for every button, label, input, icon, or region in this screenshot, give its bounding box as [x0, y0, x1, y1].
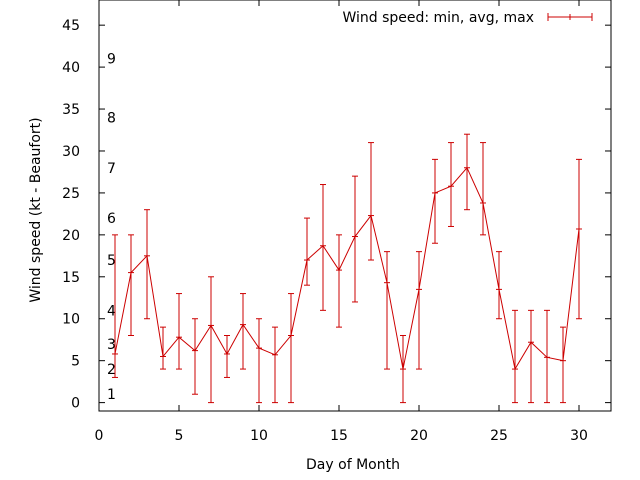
y-axis-title: Wind speed (kt - Beaufort) — [28, 117, 44, 302]
data-point-day-19 — [400, 366, 406, 373]
y-tick-label-0: 0 — [71, 396, 80, 412]
error-bar-day-4 — [160, 326, 166, 370]
data-point-day-1 — [112, 350, 118, 357]
beaufort-labels: 1 2 3 4 5 6 7 8 9 — [107, 52, 116, 404]
x-tick-label-20: 20 — [410, 428, 428, 444]
data-point-day-21 — [432, 189, 438, 196]
error-bar-day-23 — [464, 133, 470, 211]
beaufort-label-1: 1 — [107, 387, 116, 403]
error-bar-day-24 — [480, 142, 486, 236]
error-bar-day-30 — [576, 158, 582, 320]
error-bar-day-17 — [368, 142, 374, 261]
beaufort-label-9: 9 — [107, 52, 116, 68]
error-bar-day-9 — [240, 293, 246, 370]
data-point-day-30 — [576, 225, 582, 232]
y-tick-label-40: 40 — [62, 60, 80, 76]
x-tick-label-5: 5 — [175, 428, 184, 444]
data-point-day-5 — [176, 334, 182, 341]
error-bar-day-13 — [304, 217, 310, 286]
data-point-day-10 — [256, 345, 262, 352]
error-bar-day-25 — [496, 251, 502, 320]
error-bar-day-2 — [128, 234, 134, 337]
legend: Wind speed: min, avg, max — [342, 10, 593, 26]
y-tick-label-35: 35 — [62, 102, 80, 118]
data-point-day-14 — [320, 242, 326, 249]
data-point-day-4 — [160, 353, 166, 360]
error-bar-day-20 — [416, 251, 422, 370]
error-bar-day-26 — [512, 309, 518, 404]
beaufort-label-8: 8 — [107, 110, 116, 126]
beaufort-label-2: 2 — [107, 362, 116, 378]
data-point-day-2 — [128, 269, 134, 276]
data-point-day-15 — [336, 267, 342, 274]
data-point-day-25 — [496, 286, 502, 293]
y-tick-label-25: 25 — [62, 186, 80, 202]
legend-label: Wind speed: min, avg, max — [342, 10, 534, 26]
y-tick-label-5: 5 — [71, 354, 80, 370]
legend-sample — [547, 13, 593, 21]
y-tick-label-10: 10 — [62, 312, 80, 328]
series-wind-speed — [112, 133, 582, 404]
error-bar-day-27 — [528, 309, 534, 404]
x-tick-label-0: 0 — [95, 428, 104, 444]
y-tick-label-15: 15 — [62, 270, 80, 286]
data-point-day-3 — [144, 252, 150, 259]
error-bar-day-5 — [176, 293, 182, 370]
error-bar-day-18 — [384, 251, 390, 370]
x-tick-label-15: 15 — [330, 428, 348, 444]
error-bar-day-10 — [256, 318, 262, 404]
data-point-day-20 — [416, 286, 422, 293]
error-bar-day-3 — [144, 209, 150, 320]
beaufort-label-4: 4 — [107, 303, 116, 319]
data-point-day-22 — [448, 183, 454, 190]
beaufort-label-6: 6 — [107, 211, 116, 227]
data-point-day-23 — [464, 164, 470, 171]
y-tick-label-30: 30 — [62, 144, 80, 160]
error-bar-day-6 — [192, 318, 198, 395]
x-tick-label-25: 25 — [490, 428, 508, 444]
data-point-day-6 — [192, 347, 198, 354]
beaufort-label-5: 5 — [107, 253, 116, 269]
error-bar-day-12 — [288, 293, 294, 404]
data-point-day-26 — [512, 366, 518, 373]
y-tick-label-20: 20 — [62, 228, 80, 244]
x-tick-label-10: 10 — [250, 428, 268, 444]
y-tick-label-45: 45 — [62, 18, 80, 34]
data-point-day-16 — [352, 233, 358, 240]
plot-frame — [98, 0, 612, 412]
error-bar-day-21 — [432, 158, 438, 244]
beaufort-label-3: 3 — [107, 337, 116, 353]
data-point-day-13 — [304, 257, 310, 264]
data-point-day-9 — [240, 321, 246, 328]
data-point-day-27 — [528, 339, 534, 346]
data-point-day-29 — [560, 357, 566, 364]
series-line-avg — [114, 166, 580, 371]
x-axis-title: Day of Month — [306, 457, 400, 473]
error-bar-day-11 — [272, 326, 278, 404]
x-tick-label-30: 30 — [570, 428, 588, 444]
error-bar-day-15 — [336, 234, 342, 328]
data-point-day-28 — [544, 354, 550, 361]
beaufort-label-7: 7 — [107, 161, 116, 177]
error-bar-day-7 — [208, 276, 214, 404]
data-point-day-7 — [208, 322, 214, 329]
data-point-day-17 — [368, 212, 374, 219]
data-point-day-12 — [288, 332, 294, 339]
data-point-day-8 — [224, 350, 230, 357]
data-point-day-11 — [272, 351, 278, 358]
data-point-day-18 — [384, 279, 390, 286]
data-point-day-24 — [480, 199, 486, 206]
error-bar-day-29 — [560, 326, 566, 404]
